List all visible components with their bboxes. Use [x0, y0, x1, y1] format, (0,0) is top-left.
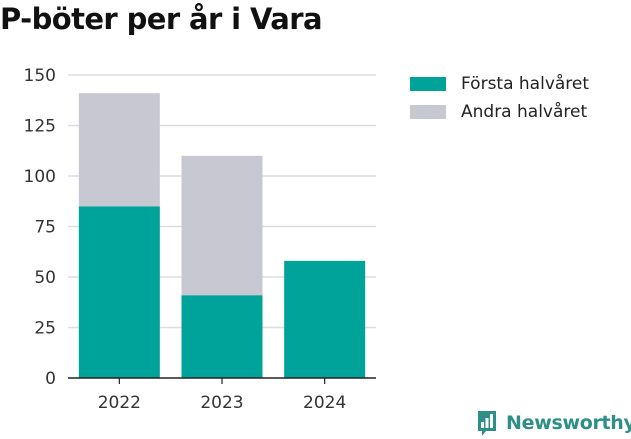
brand-name: Newsworthy [506, 412, 631, 434]
bars [78, 93, 366, 378]
bar-first-half-2022 [78, 206, 160, 378]
bar-second-half-2022 [78, 93, 160, 207]
y-tick-label: 50 [34, 268, 56, 288]
legend-item-first-half: Första halvåret [410, 70, 589, 98]
y-tick-label: 25 [34, 319, 56, 339]
legend-item-second-half: Andra halvåret [410, 98, 589, 126]
legend-swatch-second-half [410, 105, 446, 119]
newsworthy-logo-icon [478, 411, 496, 436]
y-tick-label: 75 [34, 218, 56, 238]
legend-label-first-half: Första halvåret [461, 74, 590, 94]
legend-label-second-half: Andra halvåret [461, 102, 588, 122]
brand-logo: Newsworthy [476, 409, 631, 437]
x-tick-label: 2022 [98, 393, 141, 413]
x-tick-label: 2024 [303, 393, 346, 413]
axes: 0 25 50 75 100 125 150 2022 2023 2024 [24, 66, 376, 413]
bar-second-half-2023 [181, 155, 263, 296]
y-tick-label: 125 [24, 117, 56, 137]
bar-first-half-2024 [284, 260, 366, 378]
x-tick-label: 2023 [200, 393, 243, 413]
chart-title: P-böter per år i Vara [0, 2, 323, 36]
legend-swatch-first-half [410, 77, 446, 91]
legend: Första halvåret Andra halvåret [410, 70, 589, 126]
y-tick-label: 150 [24, 66, 56, 86]
bar-first-half-2023 [181, 295, 263, 378]
y-tick-label: 100 [24, 167, 56, 187]
y-tick-label: 0 [45, 369, 56, 389]
